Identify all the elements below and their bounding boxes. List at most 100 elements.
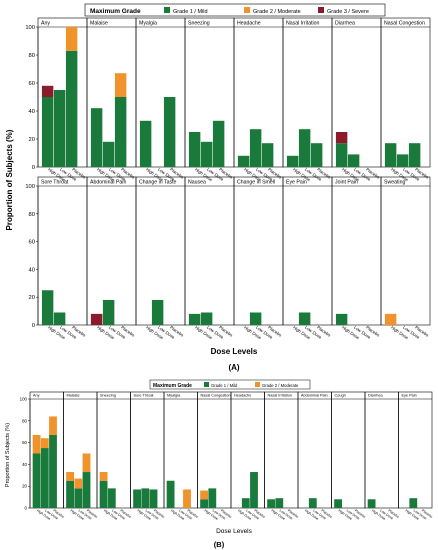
- legend-b-item-moderate: Grade 2 / Moderate: [262, 383, 299, 388]
- panel-title: Diarrhea: [368, 394, 383, 398]
- bar-diarrhea-low-dose-mild: [347, 154, 360, 167]
- panel-title: Diarrhea: [335, 21, 355, 27]
- bar-nasal-irritation-high-dose-mild: [267, 499, 275, 508]
- bar-cough-high-dose-mild: [334, 499, 342, 508]
- dose-label: Low Dose: [212, 509, 227, 521]
- bar-myalgia-placebo-moderate: [183, 489, 191, 508]
- y-tick-label: 20: [29, 137, 35, 143]
- bar-nausea-high-dose-mild: [188, 313, 201, 325]
- bar-diarrhea-high-dose-mild: [335, 143, 348, 167]
- dose-label: Placebo: [320, 509, 332, 519]
- legend-b-swatch-moderate: [255, 382, 260, 387]
- legend-b-title: Maximum Grade: [153, 383, 192, 389]
- bar-any-placebo-mild: [49, 434, 57, 508]
- bar-sneezing-high-dose-moderate: [99, 472, 108, 481]
- xlabel-b: Dose Levels: [216, 528, 253, 535]
- y-tick-label: 100: [25, 25, 35, 31]
- y-tick-label: 40: [29, 267, 35, 273]
- dose-label: Low Dose: [245, 509, 260, 521]
- bar-eye-pain-low-dose-mild: [409, 498, 418, 508]
- y-axis-a-row-2: 0 20 40 60 80 100: [25, 184, 39, 329]
- bar-any-placebo-moderate: [49, 416, 57, 435]
- bar-headache-low-dose-mild: [249, 129, 262, 167]
- panel-title: Sweating: [384, 180, 405, 186]
- bar-malaise-placebo-mild: [82, 472, 91, 508]
- bar-sweating-high-dose-moderate: [384, 313, 397, 325]
- bar-nasal-congestion-high-dose-moderate: [200, 490, 208, 500]
- dose-label: Placebo: [153, 509, 165, 519]
- bar-malaise-placebo-mild: [114, 97, 127, 167]
- panel-title: Change in Taste: [139, 180, 177, 186]
- bar-nasal-congestion-high-dose-mild: [384, 143, 397, 167]
- panel-frame: [233, 176, 284, 326]
- legend-a-item-moderate: Grade 2 / Moderate: [253, 9, 301, 15]
- legend-a-swatch-mild: [164, 7, 170, 13]
- panel-frame: [184, 176, 235, 326]
- bar-any-high-dose-severe: [41, 85, 54, 97]
- bar-headache-high-dose-mild: [237, 155, 250, 167]
- bar-any-placebo-mild: [65, 50, 78, 167]
- panel-title: Malaise: [90, 21, 108, 27]
- y-tick-label: 0: [32, 165, 35, 171]
- dose-label: Low Dose: [279, 509, 294, 521]
- dose-label: Placebo: [220, 509, 232, 519]
- legend-a-swatch-moderate: [244, 7, 250, 13]
- dose-label: Placebo: [52, 509, 64, 519]
- legend-b-swatch-mild: [204, 382, 209, 387]
- panel-frame: [380, 176, 431, 326]
- panel-frame: [282, 176, 333, 326]
- y-tick-label: 60: [29, 81, 35, 87]
- bar-any-low-dose-mild: [40, 448, 49, 508]
- caption-b: (B): [214, 540, 225, 549]
- dose-label: Low Dose: [312, 509, 327, 521]
- panel-frame: [230, 391, 265, 509]
- y-tick-label: 80: [29, 53, 35, 59]
- bar-nasal-irritation-low-dose-mild: [275, 498, 284, 508]
- dose-label: Low Dose: [379, 509, 394, 521]
- bar-any-placebo-moderate: [65, 27, 78, 51]
- legend-b: Maximum Grade Grade 1 / Mild Grade 2 / M…: [149, 379, 311, 390]
- bar-nasal-congestion-low-dose-mild: [208, 488, 217, 508]
- dose-label: Placebo: [86, 509, 98, 519]
- bar-nausea-low-dose-mild: [200, 312, 213, 325]
- dose-label: Low Dose: [78, 509, 93, 521]
- dose-label: Low Dose: [44, 509, 59, 521]
- panel-title: Headache: [237, 21, 261, 27]
- bar-malaise-high-dose-mild: [66, 480, 74, 508]
- bar-nasal-irritation-high-dose-mild: [286, 155, 299, 167]
- bar-sore-throat-placebo-mild: [149, 489, 158, 508]
- dose-label: Placebo: [253, 509, 265, 519]
- bar-abdominal-pain-low-dose-mild: [102, 299, 115, 325]
- bar-nasal-irritation-low-dose-mild: [298, 129, 311, 167]
- bar-change-in-taste-low-dose-mild: [151, 299, 164, 325]
- y-axis-a-row-1: 0 20 40 60 80 100: [25, 25, 39, 171]
- bar-myalgia-high-dose-mild: [166, 480, 175, 508]
- bar-nasal-congestion-low-dose-mild: [396, 154, 409, 167]
- bar-diarrhea-high-dose-mild: [367, 499, 376, 508]
- ylabel-a: Proportion of Subjects (%): [5, 129, 14, 230]
- dose-label: Low Dose: [346, 509, 361, 521]
- bar-any-high-dose-moderate: [32, 434, 41, 454]
- bar-headache-placebo-mild: [261, 143, 274, 167]
- bar-diarrhea-high-dose-severe: [335, 132, 348, 144]
- y-tick-label: 80: [29, 212, 35, 218]
- panel-frame: [331, 176, 382, 326]
- bar-malaise-low-dose-moderate: [74, 478, 83, 489]
- bar-nasal-congestion-high-dose-mild: [200, 499, 208, 508]
- y-tick-label: 100: [25, 184, 35, 190]
- bar-any-high-dose-mild: [41, 97, 54, 167]
- panel-title: Headache: [234, 394, 251, 398]
- bar-any-high-dose-mild: [32, 453, 41, 508]
- legend-a-item-severe: Grade 3 / Severe: [327, 9, 369, 15]
